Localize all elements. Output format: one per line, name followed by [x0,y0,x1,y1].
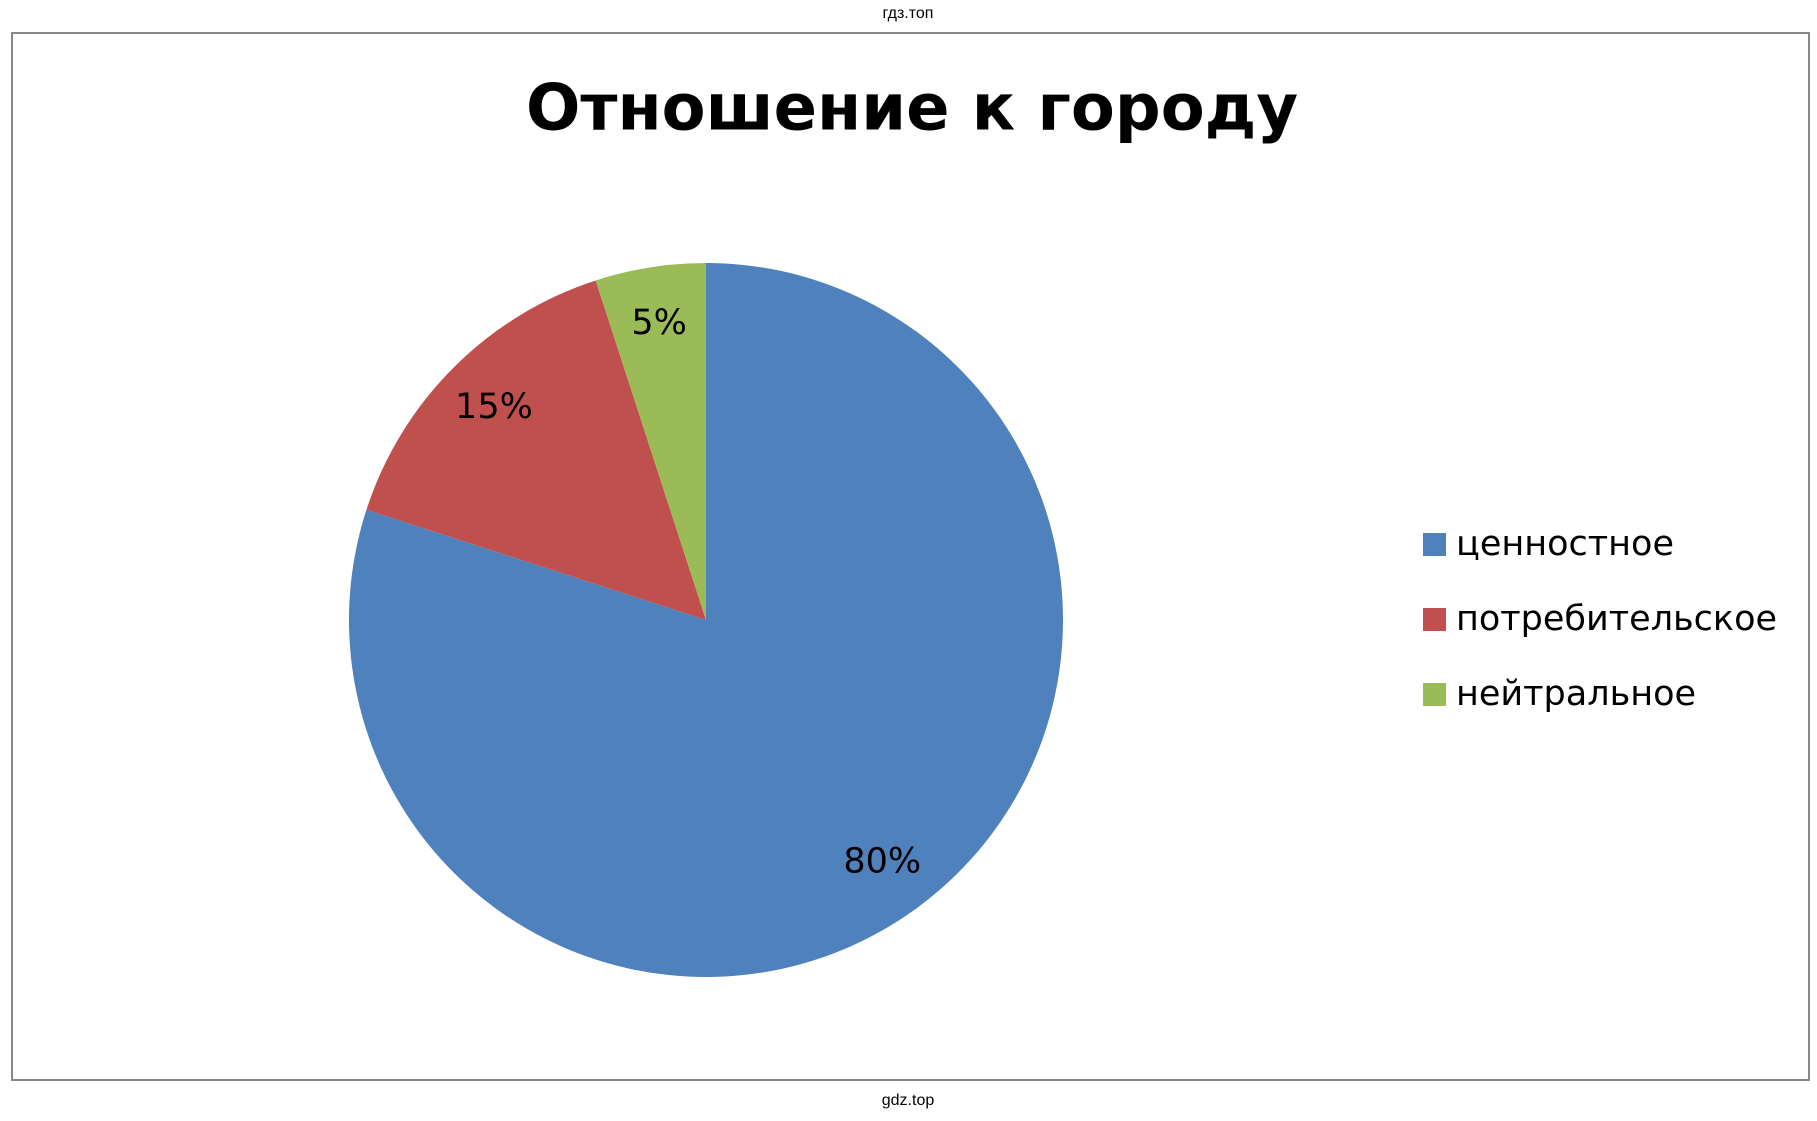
legend-label: ценностное [1456,524,1674,564]
legend-swatch [1423,683,1446,706]
pie-slice [595,263,706,620]
watermark: gdz.top [882,1092,935,1109]
data-label: 5% [631,303,687,343]
legend-label: потребительское [1456,599,1777,639]
chart-title: Отношение к городу [526,72,1298,146]
data-label: 80% [843,842,921,882]
legend-label: нейтральное [1456,674,1696,714]
watermark: гдз.топ [883,5,934,22]
pie-slice [366,280,706,620]
legend-swatch [1423,608,1446,631]
legend-swatch [1423,533,1446,556]
data-label: 15% [455,387,533,427]
